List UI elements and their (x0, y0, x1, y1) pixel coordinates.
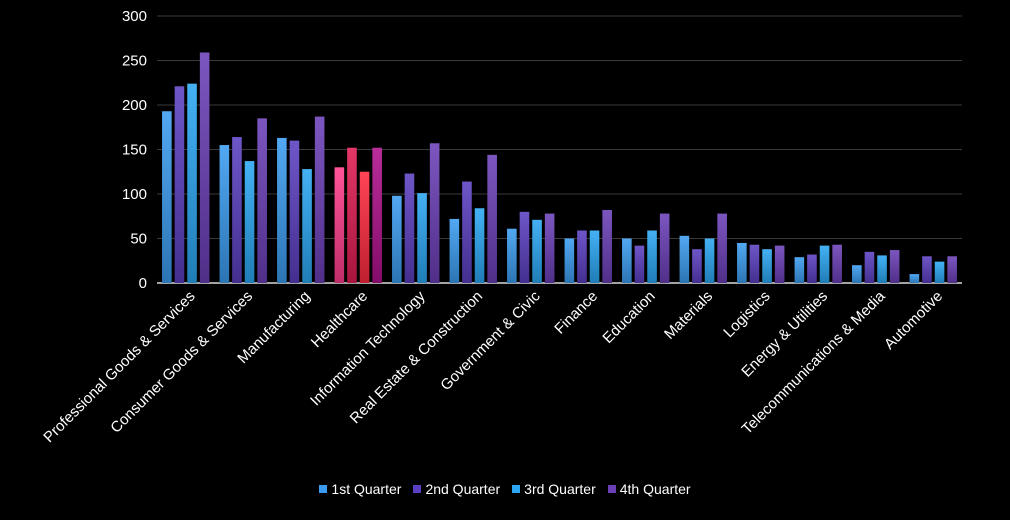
bar-4-11 (774, 245, 785, 283)
x-tick-label: Information Technology (307, 287, 429, 409)
bar-1-3 (277, 137, 287, 283)
bar-1-6 (449, 218, 460, 283)
bar-4-6 (487, 154, 497, 283)
bar-2-2 (232, 137, 242, 283)
bar-4-1 (199, 52, 210, 283)
bar-2-8 (577, 230, 587, 283)
x-tick-label: Finance (551, 288, 601, 338)
y-tick-label: 50 (130, 231, 147, 248)
bar-2-12 (807, 254, 817, 283)
bar-2-14 (922, 256, 932, 283)
bar-3-5 (417, 193, 427, 283)
bar-3-4 (359, 171, 370, 283)
bar-1-7 (507, 228, 517, 283)
legend-item-q4: 4th Quarter (607, 481, 691, 497)
legend-label-q2: 2nd Quarter (425, 481, 501, 497)
bar-1-11 (737, 242, 747, 283)
legend-item-q3: 3rd Quarter (512, 481, 596, 497)
legend-swatch-q4 (607, 485, 616, 493)
bar-2-4 (347, 147, 357, 283)
bar-2-5 (404, 173, 415, 283)
bar-4-10 (717, 213, 727, 283)
x-tick-label: Government & Civic (437, 287, 544, 394)
bar-1-4 (334, 167, 345, 283)
bar-2-13 (864, 251, 875, 283)
y-tick-label: 100 (122, 186, 147, 203)
bar-2-9 (634, 245, 645, 283)
bar-1-9 (622, 238, 632, 283)
bar-3-7 (532, 219, 542, 283)
bar-2-6 (462, 181, 472, 283)
bar-1-14 (909, 274, 920, 283)
bar-2-11 (749, 244, 760, 283)
x-tick-label: Materials (661, 288, 716, 343)
bar-4-8 (602, 210, 612, 283)
bar-4-2 (257, 118, 267, 283)
bar-3-3 (302, 169, 312, 283)
legend-label-q1: 1st Quarter (331, 481, 402, 497)
bar-3-8 (589, 230, 600, 283)
bar-1-12 (794, 257, 805, 283)
bars (162, 52, 957, 283)
x-tick-label: Automotive (881, 288, 946, 353)
bar-4-5 (429, 143, 440, 283)
bar-4-13 (889, 250, 900, 283)
bar-2-7 (519, 211, 530, 283)
bar-3-1 (187, 83, 197, 283)
y-tick-label: 200 (122, 97, 147, 114)
legend-label-q4: 4th Quarter (619, 481, 691, 497)
legend-item-q2: 2nd Quarter (413, 481, 500, 497)
x-tick-label: Logistics (720, 288, 773, 341)
y-tick-label: 150 (122, 142, 147, 159)
bar-1-10 (679, 235, 690, 283)
bar-4-14 (947, 256, 957, 283)
x-tick-label: Education (599, 288, 658, 347)
bar-1-13 (852, 265, 862, 283)
bar-1-5 (392, 195, 402, 283)
bar-4-12 (832, 244, 842, 283)
bar-4-7 (544, 213, 555, 283)
bar-4-3 (314, 116, 325, 283)
legend: 1st Quarter 2nd Quarter 3rd Quarter 4th … (0, 479, 1010, 499)
legend-label-q3: 3rd Quarter (524, 481, 596, 497)
bar-2-10 (692, 249, 702, 283)
y-axis-ticks: 0 50 100 150 200 250 300 (122, 8, 147, 292)
legend-item-q1: 1st Quarter (319, 481, 401, 497)
bar-3-14 (934, 261, 945, 283)
bar-4-4 (372, 147, 382, 283)
bar-2-3 (289, 140, 300, 283)
bar-2-1 (174, 86, 185, 283)
bar-1-2 (219, 145, 230, 283)
legend-swatch-q2 (413, 485, 422, 493)
bar-3-2 (244, 161, 255, 283)
y-tick-label: 250 (122, 53, 147, 70)
y-tick-label: 300 (122, 8, 147, 25)
bar-3-10 (704, 238, 715, 283)
legend-swatch-q1 (319, 485, 328, 493)
bar-3-9 (647, 230, 657, 283)
bar-4-9 (659, 213, 670, 283)
bar-3-11 (762, 249, 772, 283)
bar-1-8 (564, 238, 575, 283)
bar-3-13 (877, 255, 887, 283)
legend-swatch-q3 (512, 485, 521, 493)
bar-3-12 (819, 245, 830, 283)
bar-1-1 (162, 111, 172, 283)
bar-3-6 (474, 208, 485, 283)
y-tick-label: 0 (139, 275, 147, 292)
